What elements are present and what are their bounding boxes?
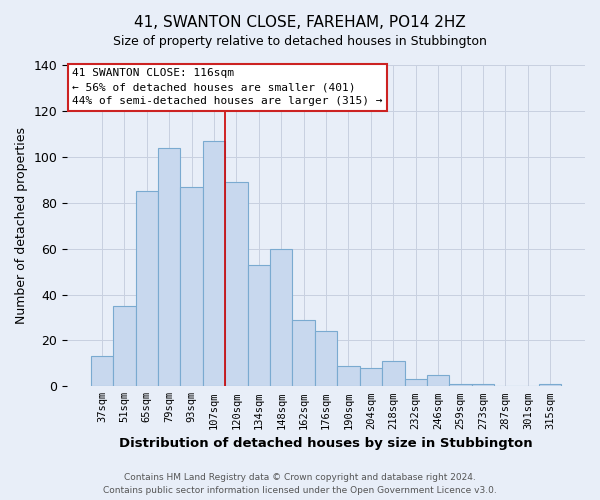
- Bar: [203, 140, 225, 386]
- Text: Contains HM Land Registry data © Crown copyright and database right 2024.
Contai: Contains HM Land Registry data © Crown c…: [103, 474, 497, 495]
- Text: 41 SWANTON CLOSE: 116sqm
← 56% of detached houses are smaller (401)
44% of semi-: 41 SWANTON CLOSE: 116sqm ← 56% of detach…: [73, 68, 383, 106]
- Bar: [404, 380, 427, 386]
- Y-axis label: Number of detached properties: Number of detached properties: [15, 127, 28, 324]
- Bar: [360, 368, 382, 386]
- Bar: [270, 248, 292, 386]
- Bar: [539, 384, 562, 386]
- Bar: [113, 306, 136, 386]
- Text: Size of property relative to detached houses in Stubbington: Size of property relative to detached ho…: [113, 35, 487, 48]
- Bar: [225, 182, 248, 386]
- Bar: [91, 356, 113, 386]
- X-axis label: Distribution of detached houses by size in Stubbington: Distribution of detached houses by size …: [119, 437, 533, 450]
- Bar: [382, 361, 404, 386]
- Bar: [181, 186, 203, 386]
- Bar: [315, 331, 337, 386]
- Bar: [427, 375, 449, 386]
- Bar: [248, 264, 270, 386]
- Text: 41, SWANTON CLOSE, FAREHAM, PO14 2HZ: 41, SWANTON CLOSE, FAREHAM, PO14 2HZ: [134, 15, 466, 30]
- Bar: [337, 366, 360, 386]
- Bar: [158, 148, 181, 386]
- Bar: [472, 384, 494, 386]
- Bar: [449, 384, 472, 386]
- Bar: [136, 191, 158, 386]
- Bar: [292, 320, 315, 386]
